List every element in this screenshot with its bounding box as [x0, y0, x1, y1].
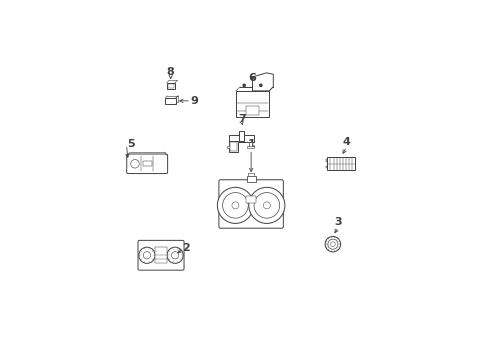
- Bar: [167, 83, 175, 90]
- Bar: [249, 142, 252, 147]
- Circle shape: [331, 242, 335, 247]
- Bar: [143, 162, 152, 166]
- Circle shape: [222, 193, 248, 218]
- Bar: [239, 131, 245, 141]
- Bar: [326, 166, 327, 168]
- FancyBboxPatch shape: [219, 180, 283, 228]
- Text: 3: 3: [335, 217, 342, 227]
- Text: 2: 2: [182, 243, 190, 253]
- Circle shape: [328, 239, 338, 249]
- Bar: [230, 142, 237, 150]
- Text: 1: 1: [247, 139, 255, 149]
- Text: 4: 4: [343, 136, 351, 147]
- Bar: [229, 142, 232, 147]
- Circle shape: [254, 193, 280, 218]
- Text: 8: 8: [167, 67, 174, 77]
- Circle shape: [218, 187, 253, 224]
- Polygon shape: [252, 73, 273, 91]
- Bar: [168, 84, 174, 89]
- Circle shape: [325, 237, 341, 252]
- FancyBboxPatch shape: [127, 154, 168, 174]
- Bar: [326, 159, 327, 162]
- Bar: [155, 247, 167, 264]
- Circle shape: [263, 202, 270, 209]
- Text: 7: 7: [238, 114, 246, 123]
- Circle shape: [144, 252, 150, 259]
- Circle shape: [172, 252, 179, 259]
- Bar: [227, 146, 234, 148]
- Bar: [166, 98, 176, 104]
- Bar: [327, 157, 355, 170]
- Text: 5: 5: [127, 139, 135, 149]
- Bar: [247, 146, 254, 148]
- Bar: [246, 197, 256, 203]
- Bar: [229, 135, 254, 142]
- FancyBboxPatch shape: [138, 240, 184, 270]
- Circle shape: [131, 159, 139, 168]
- Text: 6: 6: [248, 73, 256, 83]
- Bar: [245, 106, 259, 115]
- Circle shape: [260, 84, 262, 86]
- Circle shape: [232, 202, 239, 209]
- Text: 9: 9: [190, 96, 198, 106]
- Bar: [236, 91, 269, 117]
- Circle shape: [243, 84, 245, 86]
- Circle shape: [139, 247, 155, 264]
- Circle shape: [249, 187, 285, 224]
- Circle shape: [167, 247, 183, 264]
- Bar: [246, 176, 256, 182]
- Bar: [229, 141, 238, 152]
- Bar: [248, 172, 254, 176]
